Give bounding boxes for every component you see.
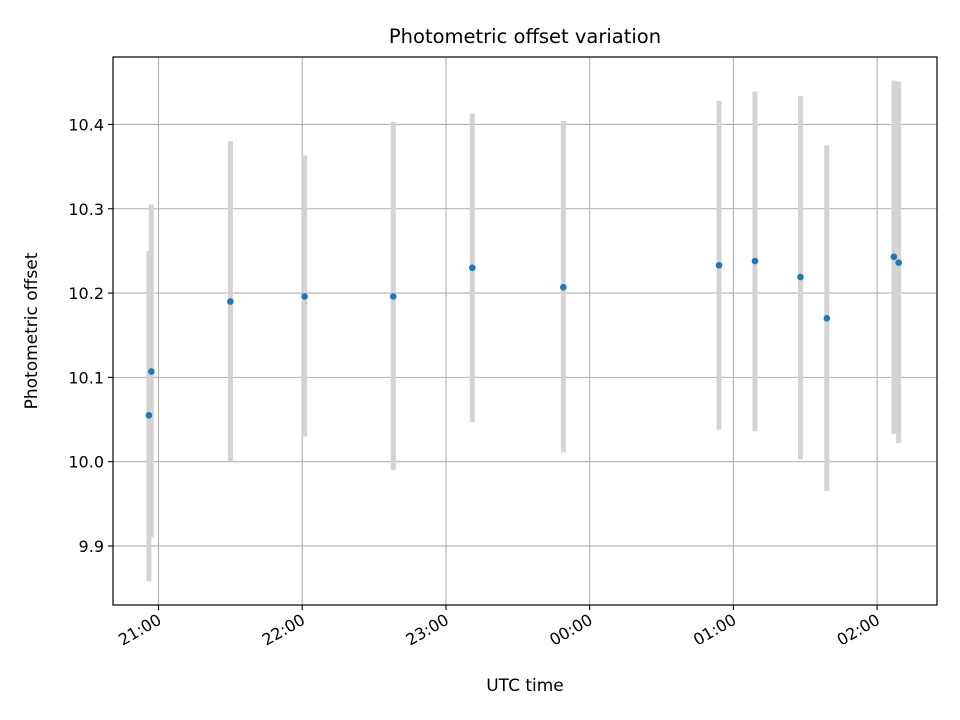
- data-point: [895, 259, 902, 267]
- x-tick-label: 23:00: [403, 610, 452, 650]
- data-point: [715, 261, 723, 269]
- x-tick-label: 21:00: [115, 610, 164, 650]
- data-point: [890, 253, 898, 261]
- x-axis-label: UTC time: [486, 676, 564, 696]
- data-point: [145, 412, 153, 419]
- y-tick-label: 10.1: [68, 368, 104, 387]
- plot-frame: [112, 56, 938, 606]
- x-tick-label: 00:00: [546, 610, 595, 650]
- data-point: [389, 293, 397, 300]
- x-tick-label: 01:00: [690, 610, 739, 650]
- data-point: [227, 298, 234, 305]
- error-bars: [146, 80, 902, 582]
- data-point: [560, 283, 567, 291]
- data-point: [751, 257, 759, 265]
- y-axis: 9.9 10.0 10.1 10.2 10.3 10.4: [68, 115, 113, 556]
- data-point: [797, 273, 804, 281]
- y-tick-label: 10.4: [68, 115, 104, 134]
- y-tick-label: 10.0: [68, 453, 104, 472]
- y-axis-label: Photometric offset: [22, 252, 42, 409]
- y-tick-label: 9.9: [79, 537, 104, 556]
- data-point: [148, 368, 155, 375]
- x-tick-label: 02:00: [834, 610, 883, 650]
- data-point: [469, 264, 476, 272]
- chart-title: Photometric offset variation: [389, 25, 661, 48]
- y-tick-label: 10.2: [68, 284, 104, 303]
- y-tick-label: 10.3: [68, 200, 104, 219]
- x-tick-label: 22:00: [259, 610, 308, 650]
- data-point: [823, 315, 831, 322]
- data-point: [301, 293, 308, 300]
- grid: [113, 57, 937, 605]
- x-axis: 21:00 22:00 23:00 00:00 01:00 02:00: [115, 605, 883, 650]
- data-points: [145, 253, 902, 419]
